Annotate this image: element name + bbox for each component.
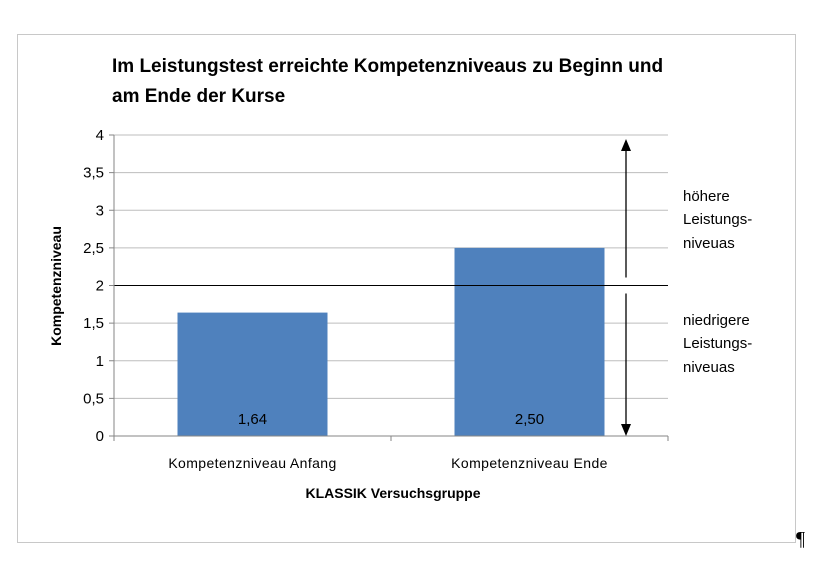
arrow-up-head	[621, 139, 631, 151]
y-tick-label-1: 0,5	[83, 390, 104, 407]
annotation-lower-line-1: niedrigere	[683, 312, 750, 329]
axes	[109, 134, 669, 441]
arrow-down-head	[621, 424, 631, 436]
y-tick-labels: 0 0,5 1 1,5 2 2,5 3 3,5 4	[83, 127, 104, 445]
bar-value-labels: 1,64 2,50	[238, 411, 544, 428]
annotation-upper: höhere Leistungs- niveuas	[683, 188, 752, 252]
x-category-label-1: Kompetenzniveau Ende	[451, 455, 608, 471]
bar-value-label-1: 2,50	[515, 411, 544, 428]
chart-title-line-2: am Ende der Kurse	[112, 86, 285, 107]
chart-title-line-1: Im Leistungstest erreichte Kompetenznive…	[112, 56, 663, 77]
bar-0	[177, 312, 328, 436]
y-tick-label-5: 2,5	[83, 240, 104, 257]
y-tick-label-8: 4	[96, 127, 104, 144]
y-tick-label-4: 2	[96, 278, 104, 295]
pilcrow-mark: ¶	[796, 528, 806, 550]
annotation-lower: niedrigere Leistungs- niveuas	[683, 312, 752, 376]
y-tick-label-3: 1,5	[83, 315, 104, 332]
annotation-upper-line-3: niveuas	[683, 235, 735, 252]
annotation-upper-line-1: höhere	[683, 188, 730, 205]
bar-value-label-0: 1,64	[238, 411, 267, 428]
y-tick-label-0: 0	[96, 428, 104, 445]
y-tick-label-2: 1	[96, 353, 104, 370]
y-axis-title: Kompetenzniveau	[48, 226, 64, 346]
bar-1	[454, 247, 605, 436]
x-axis-title: KLASSIK Versuchsgruppe	[305, 485, 480, 501]
bars	[177, 247, 605, 436]
annotation-lower-line-3: niveuas	[683, 359, 735, 376]
x-category-labels: Kompetenzniveau Anfang Kompetenzniveau En…	[168, 455, 608, 471]
annotation-upper-line-2: Leistungs-	[683, 211, 752, 228]
annotation-lower-line-2: Leistungs-	[683, 335, 752, 352]
y-tick-label-7: 3,5	[83, 165, 104, 182]
y-tick-label-6: 3	[96, 202, 104, 219]
chart-title: Im Leistungstest erreichte Kompetenznive…	[112, 56, 663, 107]
annotation-arrows	[621, 139, 631, 436]
x-category-label-0: Kompetenzniveau Anfang	[168, 455, 336, 471]
chart-area	[17, 34, 796, 543]
